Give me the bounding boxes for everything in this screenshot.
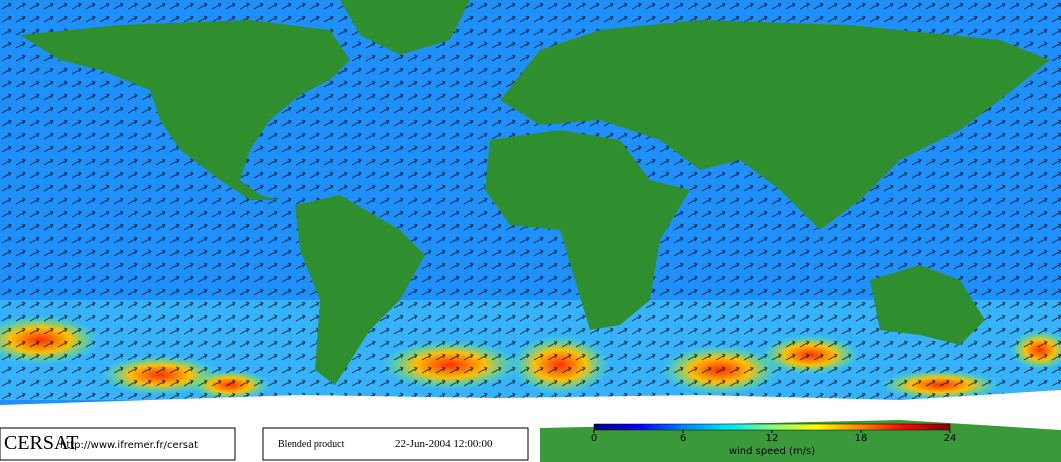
colorbar-tick-label: 6 <box>680 433 686 444</box>
colorbar-label: wind speed (m/s) <box>729 446 815 457</box>
colorbar-scale <box>593 423 951 431</box>
colorbar-tick-label: 12 <box>766 433 779 444</box>
logo: CERSAT <box>4 432 78 454</box>
url: http://www.ifremer.fr/cersat <box>60 440 198 451</box>
product-box <box>262 427 529 461</box>
colorbar-tick-label: 18 <box>855 433 868 444</box>
colorbar: 0 6 12 18 24 wind speed (m/s) <box>591 423 957 457</box>
logo-box <box>0 427 236 461</box>
product-name: Blended product <box>278 439 345 450</box>
colorbar-tick-label: 24 <box>944 433 957 444</box>
colorbar-tick-label: 0 <box>591 433 597 444</box>
timestamp: 22-Jun-2004 12:00:00 <box>395 438 493 450</box>
footer: CERSAT http://www.ifremer.fr/cersat Blen… <box>0 423 957 461</box>
